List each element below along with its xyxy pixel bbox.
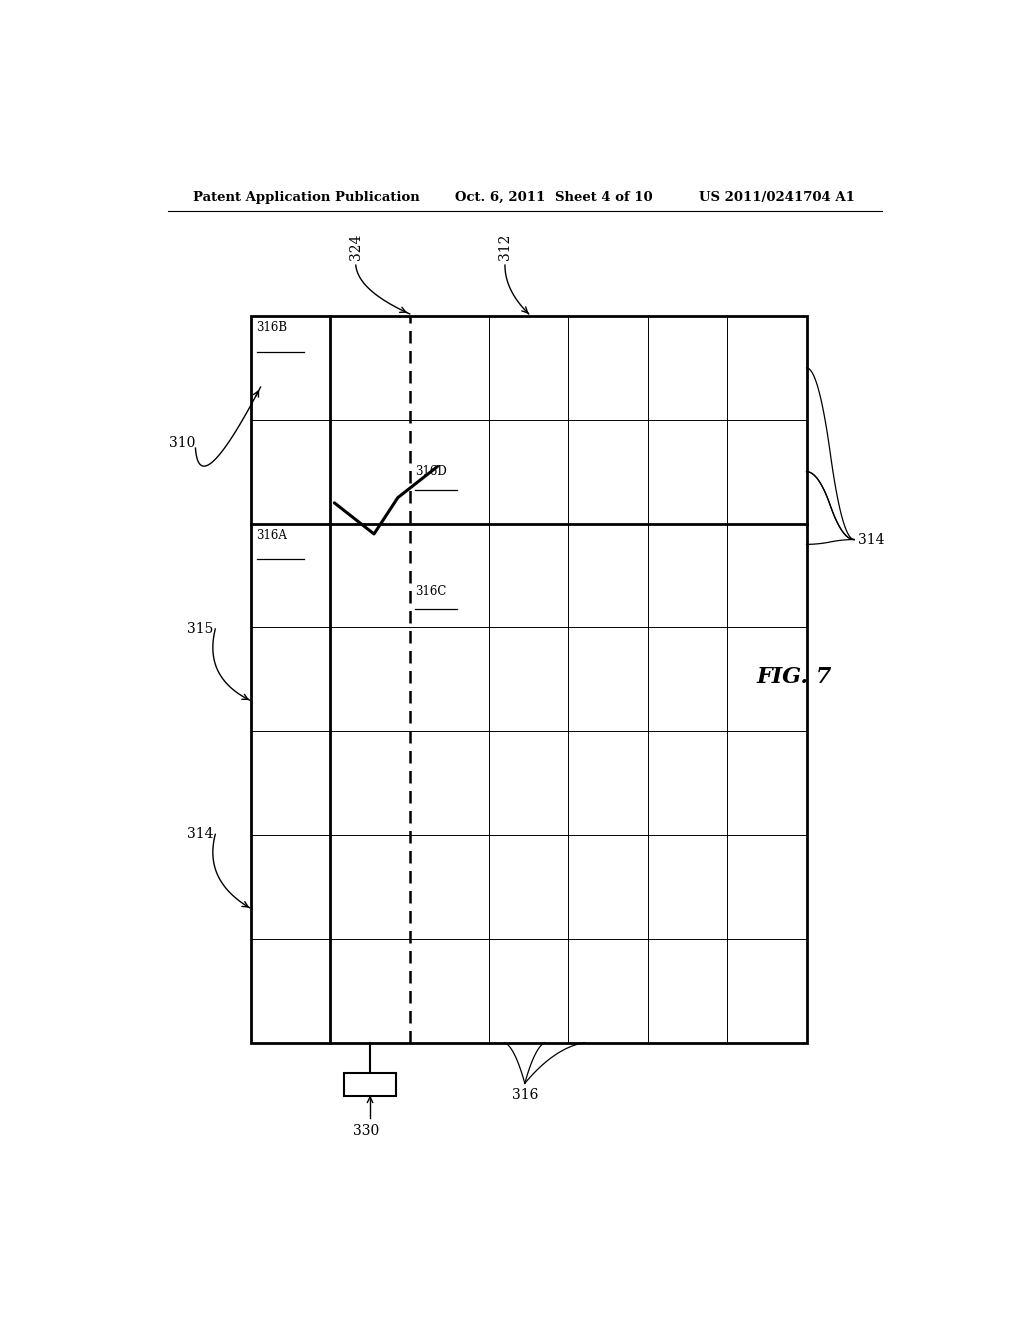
Text: 314: 314 — [187, 828, 214, 841]
Text: 316: 316 — [512, 1089, 538, 1102]
Text: 310: 310 — [169, 436, 196, 450]
Text: 330: 330 — [353, 1125, 379, 1138]
Text: US 2011/0241704 A1: US 2011/0241704 A1 — [699, 190, 855, 203]
Text: 324: 324 — [349, 234, 362, 260]
Text: Patent Application Publication: Patent Application Publication — [194, 190, 420, 203]
Text: 316A: 316A — [257, 529, 288, 541]
Text: Oct. 6, 2011: Oct. 6, 2011 — [455, 190, 545, 203]
Bar — [344, 1073, 396, 1096]
Bar — [251, 315, 807, 1043]
Text: 314: 314 — [858, 532, 885, 546]
Text: 315: 315 — [187, 622, 214, 636]
Text: FIG. 7: FIG. 7 — [757, 665, 833, 688]
Text: Sheet 4 of 10: Sheet 4 of 10 — [555, 190, 652, 203]
Text: 312: 312 — [498, 234, 512, 260]
Text: 316D: 316D — [416, 465, 447, 478]
Text: 316B: 316B — [257, 321, 288, 334]
Text: 316C: 316C — [416, 585, 446, 598]
